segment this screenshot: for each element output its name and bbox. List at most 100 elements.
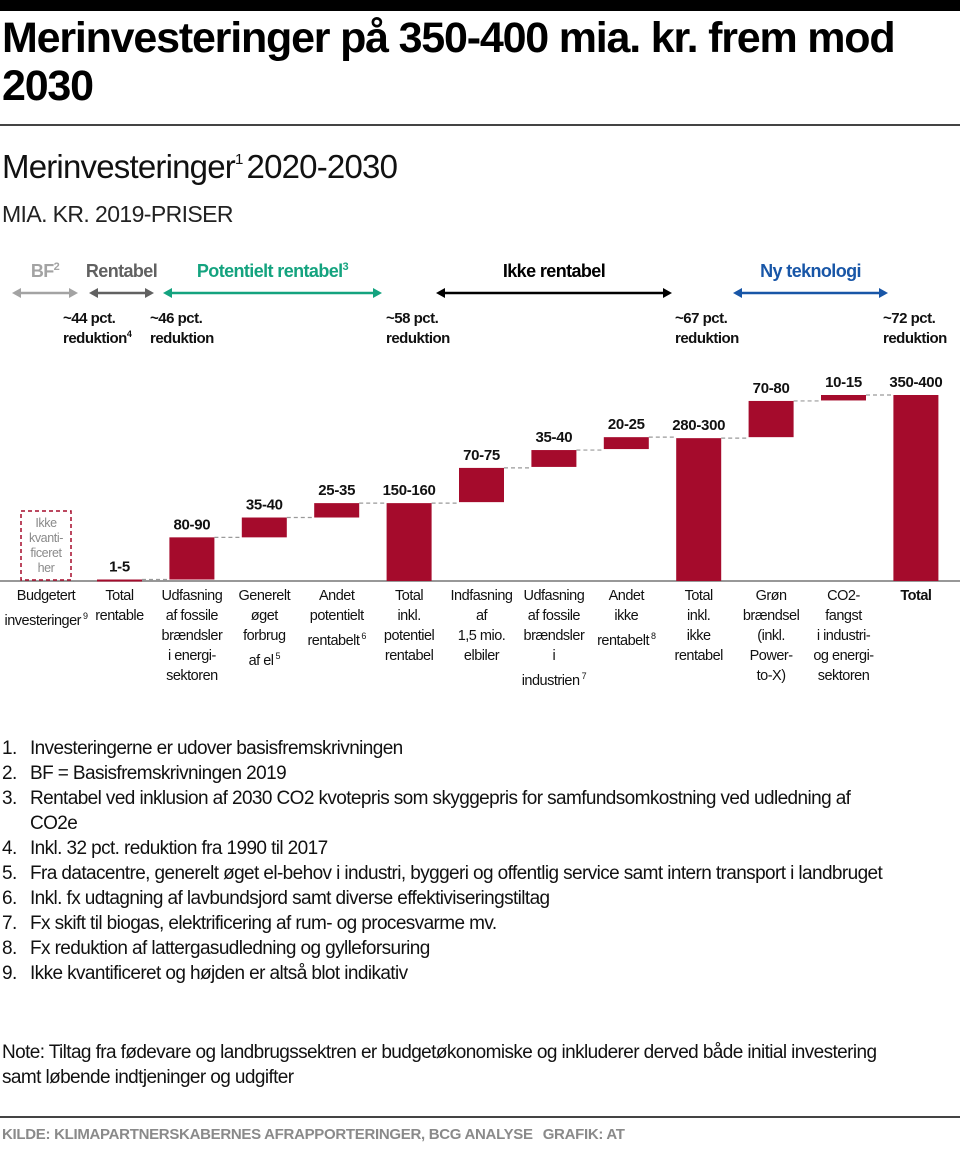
category-label: Total	[876, 586, 956, 606]
waterfall-bar	[459, 467, 504, 503]
subtitle-footnote-ref: 1	[234, 151, 243, 168]
top-bar	[0, 0, 960, 11]
waterfall-chart: BF2 Rentabel Potentielt rentabel3 Ikke rent…	[0, 261, 960, 582]
category-label-line: af el	[248, 653, 274, 669]
category-label-line: rentabel	[674, 648, 723, 664]
category-label-line: Andet	[318, 588, 355, 604]
category-label-line: ikke	[686, 628, 711, 644]
waterfall-bar	[97, 579, 142, 582]
category-label-line: forbrug	[243, 628, 286, 644]
reduction-label: ~44 pct.	[63, 310, 116, 327]
unit-label: MIA. KR. 2019-PRISER	[2, 201, 233, 227]
category-label: Udfasning af fossile brændsler i industrien …	[514, 586, 594, 691]
bar-value-label: 70-80	[753, 380, 790, 397]
waterfall-bar	[314, 503, 360, 518]
footnote-text: Fra datacentre, generelt øget el-behov i…	[30, 863, 883, 884]
category-label-line: ikke	[614, 608, 639, 624]
category-label-line: potentiel	[383, 628, 435, 644]
category-label-line: industrien	[521, 673, 580, 689]
category-label-line: Power-	[749, 648, 793, 664]
category-label-line: Grøn	[755, 588, 788, 604]
category-label-line: Andet	[608, 588, 645, 604]
category-label-line: brændsler	[161, 628, 223, 644]
category-label-line: 1,5 mio.	[457, 628, 506, 644]
category-label-line: rentabelt	[307, 633, 360, 649]
waterfall-bar	[169, 537, 215, 580]
footnote-text: Ikke kvantificeret og højden er altså bl…	[30, 963, 408, 984]
phase-label-sup: 2	[54, 261, 60, 273]
footnote-item: 1. Investeringerne er udover basisfremskr…	[2, 736, 902, 761]
category-label-line: Total	[105, 588, 134, 604]
bar-value-label: 70-75	[463, 447, 500, 464]
divider	[0, 1116, 960, 1118]
category-label-line: rentable	[95, 608, 144, 624]
footnote-text: Investeringerne er udover basisfremskriv…	[30, 738, 403, 759]
phase-label: BF2	[31, 261, 60, 281]
bar-value-label: 150-160	[383, 482, 436, 499]
category-label-line: rentabel	[384, 648, 434, 664]
footnote-text: Fx reduktion af lattergasudledning og gy…	[30, 938, 430, 959]
bar-value-label: 80-90	[173, 516, 210, 533]
reduction-label: reduktion4	[63, 329, 132, 347]
footnote-text: Inkl. fx udtagning af lavbundsjord samt …	[30, 888, 550, 909]
category-label: Total rentable	[80, 586, 160, 626]
category-label: CO2- fangst i industri-og energi-sektoren	[804, 586, 884, 686]
category-label-line: inkl.	[397, 608, 421, 624]
reduction-label: reduktion	[883, 330, 947, 347]
reduction-label: ~46 pct.	[150, 310, 203, 327]
category-label-sup: 6	[359, 631, 366, 641]
waterfall-bar	[748, 400, 794, 438]
footnote-item: 5. Fra datacentre, generelt øget el-behov…	[2, 861, 902, 886]
footnote-number: 9.	[2, 963, 17, 984]
category-label-sup: 9	[81, 611, 88, 621]
category-label-sup: 7	[579, 671, 587, 681]
footnote-text: Fx skift til biogas, elektrificering af …	[30, 913, 497, 934]
category-label-line: elbiler	[463, 648, 500, 664]
arrow-left-icon	[733, 288, 742, 298]
category-label: Budgetert investeringer 9	[0, 586, 94, 631]
waterfall-bar	[821, 395, 866, 401]
arrow-right-icon	[663, 288, 672, 298]
waterfall-bar	[676, 438, 722, 581]
reduction-label: reduktion	[150, 330, 214, 347]
category-label-line: (inkl.	[757, 628, 785, 644]
category-label: Indfasning af 1,5 mio. elbiler	[442, 586, 522, 666]
footnote-number: 7.	[2, 913, 17, 934]
reduction-sup: 4	[127, 329, 132, 339]
phase-label: Potentielt rentabel3	[197, 261, 349, 281]
category-label: Total inkl. potentiel rentabel	[369, 586, 449, 666]
category-label-line: i industri-	[816, 628, 871, 644]
category-label: Andet ikke rentabelt 8	[586, 586, 666, 651]
phase-label: Ny teknologi	[760, 261, 861, 281]
footnote-item: 2. BF = Basisfremskrivningen 2019	[2, 761, 902, 786]
chart-subtitle: Merinvesteringer1 2020-2030	[2, 140, 398, 187]
arrow-right-icon	[879, 288, 888, 298]
footnote-item: 3. Rentabel ved inklusion af 2030 CO2 kvo…	[2, 786, 902, 836]
source-kilde: KILDE: KLIMAPARTNERSKABERNES AFRAPPORTER…	[2, 1126, 533, 1143]
category-label-line: af	[475, 608, 488, 624]
category-label-line: øget	[250, 608, 279, 624]
source-line: KILDE: KLIMAPARTNERSKABERNES AFRAPPORTER…	[2, 1125, 625, 1145]
arrow-left-icon	[12, 288, 21, 298]
category-label-line: CO2-	[827, 588, 860, 604]
placeholder-text: Ikke	[35, 516, 57, 530]
placeholder-text: ficeret	[30, 546, 62, 560]
category-label-line: Total	[395, 588, 424, 604]
arrow-left-icon	[89, 288, 98, 298]
arrow-right-icon	[145, 288, 154, 298]
category-label-line: brændsler	[523, 628, 585, 644]
category-label-line: brændsel	[742, 608, 800, 624]
source-grafik: GRAFIK: AT	[542, 1126, 625, 1143]
footnote-number: 5.	[2, 863, 17, 884]
category-label: Total inkl. ikke rentabel	[659, 586, 739, 666]
subtitle-main: Merinvesteringer	[2, 148, 236, 185]
placeholder-box	[20, 510, 72, 581]
reduction-label: reduktion	[386, 330, 450, 347]
category-label-line: Udfasning	[523, 588, 585, 604]
footnote-item: 6. Inkl. fx udtagning af lavbundsjord sam…	[2, 886, 902, 911]
footnote-number: 1.	[2, 738, 17, 759]
arrow-left-icon	[163, 288, 172, 298]
arrow-right-icon	[373, 288, 382, 298]
category-label: Andet potentielt rentabelt 6	[297, 586, 377, 651]
category-label-line: Budgetert	[16, 588, 76, 604]
